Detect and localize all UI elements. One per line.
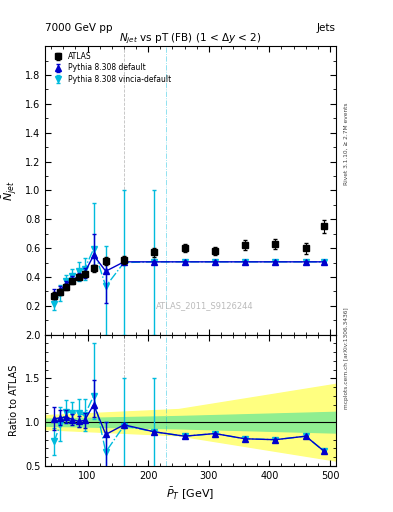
Text: 7000 GeV pp: 7000 GeV pp	[45, 23, 113, 33]
Text: ATLAS_2011_S9126244: ATLAS_2011_S9126244	[156, 302, 254, 310]
Legend: ATLAS, Pythia 8.308 default, Pythia 8.308 vincia-default: ATLAS, Pythia 8.308 default, Pythia 8.30…	[49, 50, 174, 86]
Text: Rivet 3.1.10, ≥ 2.7M events: Rivet 3.1.10, ≥ 2.7M events	[344, 102, 349, 185]
Y-axis label: $\bar{N}_{jet}$: $\bar{N}_{jet}$	[1, 180, 19, 201]
Text: mcplots.cern.ch [arXiv:1306.3436]: mcplots.cern.ch [arXiv:1306.3436]	[344, 308, 349, 409]
Title: $N_{jet}$ vs pT (FB) (1 < $\Delta y$ < 2): $N_{jet}$ vs pT (FB) (1 < $\Delta y$ < 2…	[119, 32, 262, 46]
Y-axis label: Ratio to ATLAS: Ratio to ATLAS	[9, 365, 19, 436]
X-axis label: $\bar{P}_T$ [GeV]: $\bar{P}_T$ [GeV]	[167, 486, 215, 502]
Text: Jets: Jets	[317, 23, 336, 33]
